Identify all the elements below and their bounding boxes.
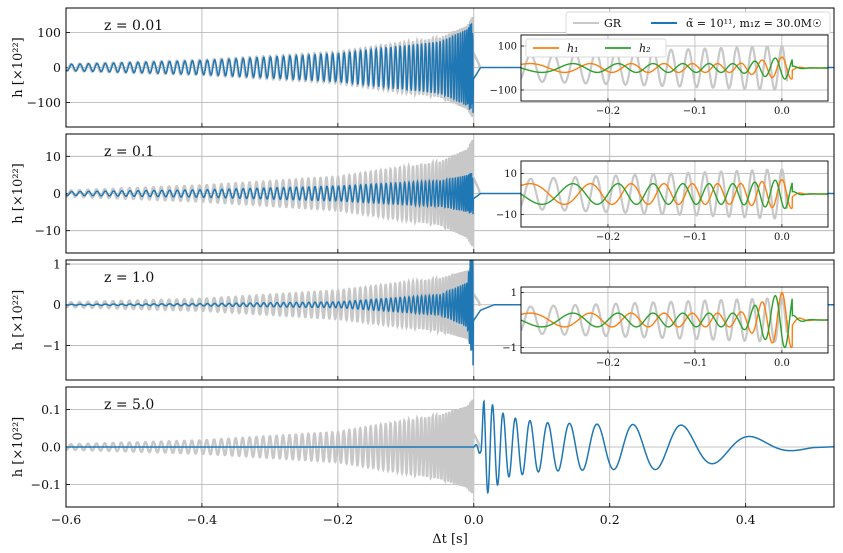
inset-y-tick-label: −100	[490, 86, 517, 97]
y-tick-label: 0	[53, 186, 61, 201]
x-tick-label: 0.0	[464, 512, 484, 527]
panel-frame	[65, 259, 835, 381]
inset-h2-line	[521, 294, 828, 349]
inset-gr-line	[521, 296, 789, 343]
inset-y-tick-label: 1	[511, 288, 517, 299]
inset-legend-box	[525, 38, 667, 58]
y-tick-label: −100	[27, 95, 61, 110]
inset-x-tick-label: 0.0	[774, 106, 790, 117]
panel-3: −1 0 1 h [×10²²] z = 1.0 −0.2 −0.1 0.0 −1 1	[11, 257, 835, 381]
inset-legend: h₁ h₂	[525, 38, 667, 58]
panel-frame	[65, 133, 835, 254]
panel-1: −100 0 100 h [×10²²] z = 0.01 −0.2 −0.1 0.0 −100…	[11, 7, 835, 128]
y-axis-label: h [×10²²]	[11, 290, 26, 351]
redshift-annotation: z = 0.1	[104, 144, 154, 160]
y-tick-label: 100	[37, 25, 61, 40]
redshift-annotation: z = 0.01	[104, 18, 163, 34]
x-tick-label: −0.6	[51, 512, 81, 527]
inset-h1-line	[521, 291, 828, 349]
inset-x-tick-label: −0.1	[683, 106, 707, 117]
x-tick-label: −0.2	[323, 512, 353, 527]
inset-h1-line	[521, 178, 828, 210]
y-axis-label: h [×10²²]	[11, 417, 26, 478]
inset-y-tick-label: −1	[502, 343, 517, 354]
y-tick-label: 0	[53, 60, 61, 75]
main-legend-label: GR	[604, 17, 622, 30]
inset-x-tick-label: −0.1	[683, 358, 707, 369]
series-gr-line	[66, 399, 481, 494]
inset-x-tick-label: 0.0	[774, 358, 790, 369]
inset-frame	[520, 286, 829, 354]
y-tick-label: −0.1	[31, 477, 61, 492]
inset-frame	[520, 160, 829, 228]
inset-h2-line	[521, 179, 828, 210]
y-axis-label: h [×10²²]	[11, 37, 26, 98]
inset-x-tick-label: −0.2	[596, 358, 620, 369]
main-legend-label: α̃ = 10¹¹, m₁z = 30.0M☉	[686, 17, 822, 30]
inset-x-tick-label: −0.2	[596, 232, 620, 243]
inset-h1-line	[521, 56, 828, 80]
inset-series	[521, 291, 828, 349]
y-tick-label: −10	[35, 223, 61, 238]
inset-legend-label: h₁	[567, 42, 579, 55]
panel-2: −10 0 10 h [×10²²] z = 0.1 −0.2 −0.1 0.0 −10 10	[11, 133, 835, 254]
y-tick-label: −1	[43, 338, 61, 353]
x-tick-label: 0.4	[736, 512, 756, 527]
redshift-annotation: z = 5.0	[104, 397, 154, 413]
redshift-annotation: z = 1.0	[104, 270, 154, 286]
inset-legend-label: h₂	[639, 42, 651, 55]
x-tick-label: 0.2	[600, 512, 620, 527]
inset-1: −0.2 −0.1 0.0 −100 100 h₁ h₂	[490, 34, 829, 117]
y-tick-label: 0	[53, 297, 61, 312]
y-tick-label: 1	[53, 257, 61, 272]
inset-gr-line	[521, 168, 789, 220]
y-tick-label: 10	[45, 149, 61, 164]
x-tick-label: −0.4	[187, 512, 217, 527]
panel-frame	[65, 386, 835, 508]
inset-x-tick-label: 0.0	[774, 232, 790, 243]
panel-series	[66, 399, 834, 495]
inset-x-tick-label: −0.2	[596, 106, 620, 117]
y-tick-label: 0.0	[41, 440, 61, 455]
inset-x-tick-label: −0.1	[683, 232, 707, 243]
inset-2: −0.2 −0.1 0.0 −10 10	[496, 160, 829, 243]
inset-y-tick-label: 10	[504, 169, 517, 180]
inset-h2-line	[521, 57, 828, 80]
series-modified-line	[66, 399, 834, 495]
main-legend: GR α̃ = 10¹¹, m₁z = 30.0M☉	[565, 11, 831, 35]
panel-frame	[65, 7, 835, 128]
panel-4: −0.6 −0.4 −0.2 0.0 0.2 0.4 −0.1 0.0 0.1 h [×10²²]…	[11, 386, 835, 527]
inset-y-tick-label: −10	[496, 210, 517, 221]
y-axis-label: h [×10²²]	[11, 163, 26, 224]
inset-3: −0.2 −0.1 0.0 −1 1	[502, 286, 829, 369]
inset-frame	[520, 34, 829, 102]
inset-series	[521, 168, 828, 220]
main-legend-box	[565, 11, 831, 35]
inset-y-tick-label: 100	[498, 42, 517, 53]
x-axis-label: Δt [s]	[432, 532, 468, 547]
y-tick-label: 0.1	[41, 402, 61, 417]
